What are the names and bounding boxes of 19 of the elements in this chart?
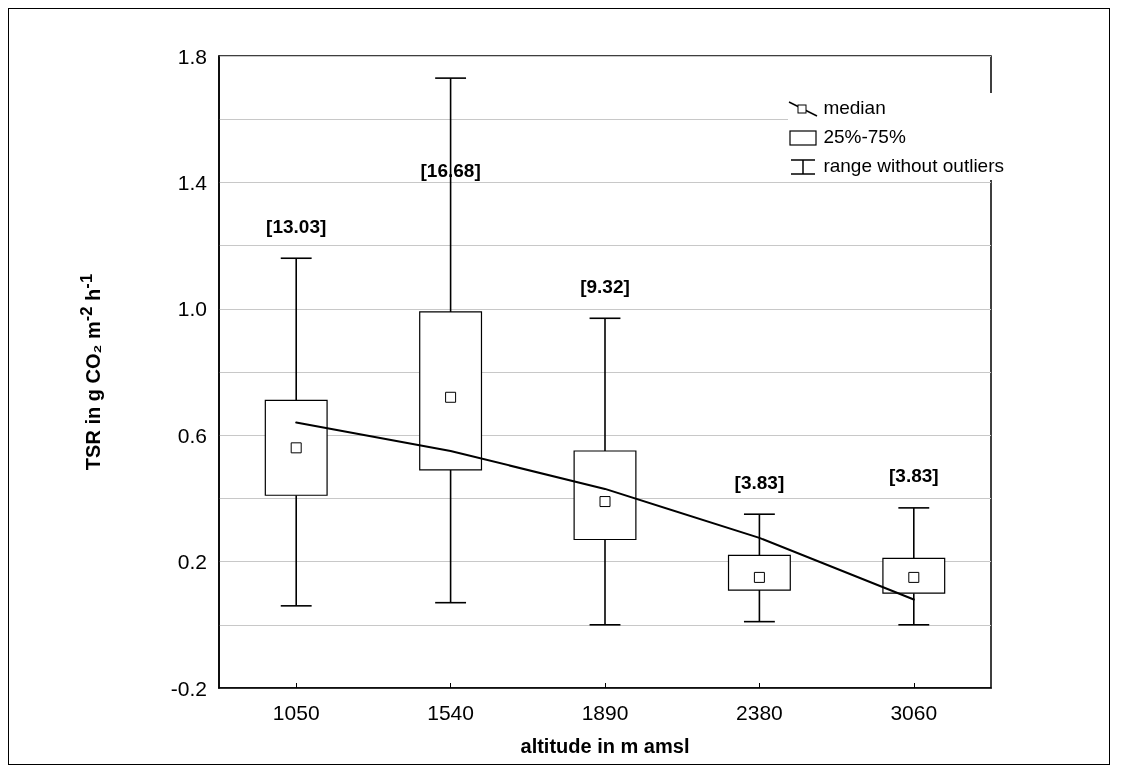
y-tick-label: 1.4	[177, 170, 208, 194]
annotation: [9.32]	[580, 275, 630, 297]
x-tick-label: 3060	[890, 701, 938, 724]
y-tick-label: 1.8	[177, 44, 207, 68]
annotation: 25%-75%	[823, 126, 906, 147]
annotation: range without outliers	[823, 155, 1004, 176]
y-tick-label: 0.2	[177, 550, 207, 574]
annotation: [13.03]	[266, 215, 327, 237]
annotation: [3.83]	[734, 471, 785, 493]
x-tick-label: 1890	[581, 701, 629, 724]
x-tick-label: 2380	[736, 701, 783, 724]
annotation: [3.83]	[888, 465, 939, 487]
y-tick-label: 1.0	[177, 297, 207, 321]
y-tick-label: -0.2	[170, 676, 207, 700]
x-axis-title: altitude in m amsl	[520, 735, 690, 757]
y-tick-label: 0.6	[177, 423, 207, 447]
annotation: median	[823, 97, 886, 118]
x-tick-label: 1050	[272, 701, 320, 724]
x-tick-label: 1540	[427, 701, 474, 724]
